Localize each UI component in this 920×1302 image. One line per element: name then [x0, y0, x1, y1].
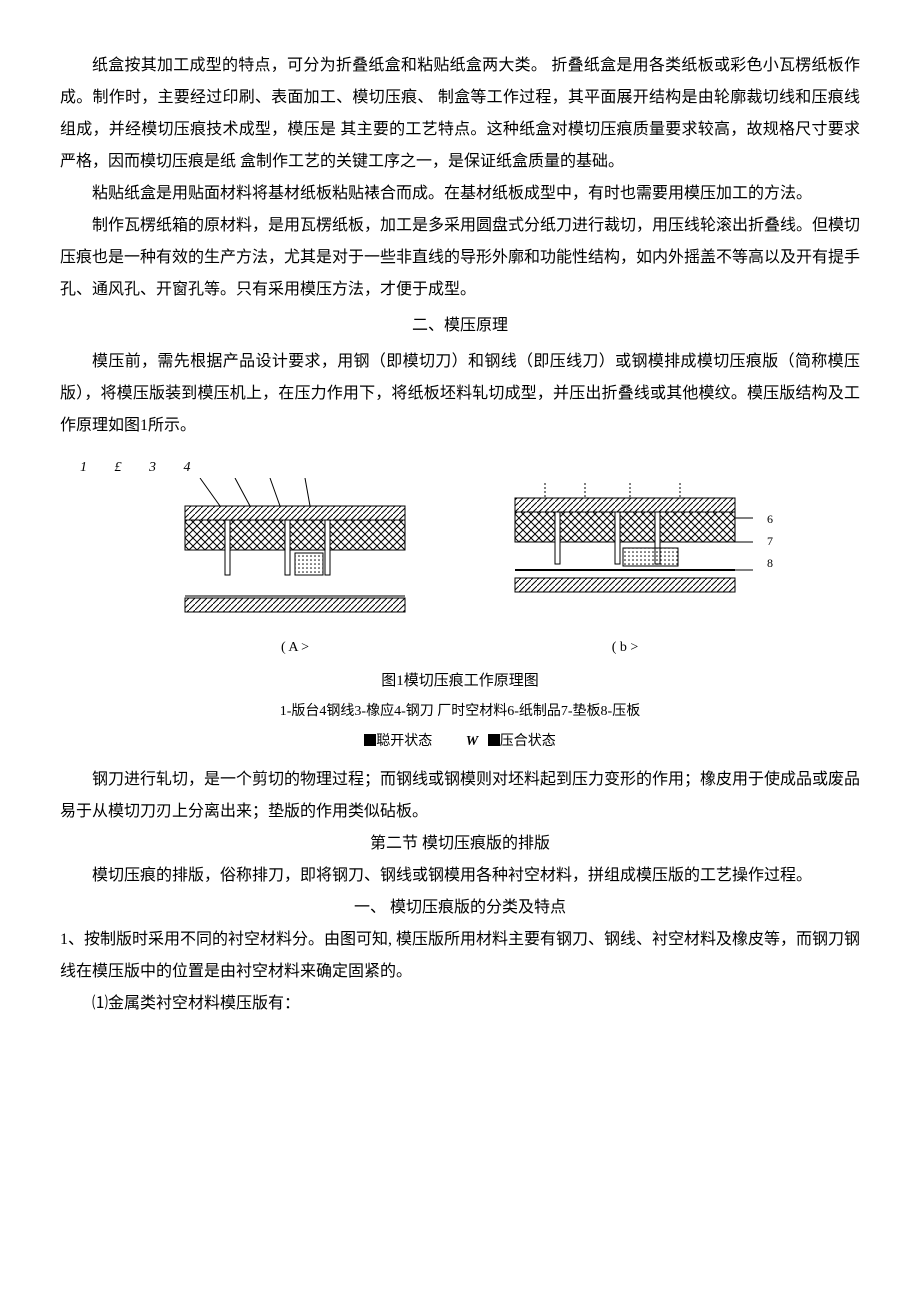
diagram-a-label: ( A > [165, 634, 425, 662]
figure-legend: 1-版台4钢线3-橡应4-钢刀 厂时空材料6-纸制品7-垫板8-压板 [60, 698, 860, 726]
state-open: 聪开状态 [376, 734, 432, 749]
figure-caption: 图1模切压痕工作原理图 [60, 666, 860, 696]
side-label-8: 8 [767, 552, 773, 574]
paragraph-1: 纸盒按其加工成型的特点，可分为折叠纸盒和粘贴纸盒两大类。 折叠纸盒是用各类纸板或… [60, 50, 860, 178]
state-close: 压合状态 [500, 734, 556, 749]
heading-principle: 二、模压原理 [60, 310, 860, 342]
side-label-7: 7 [767, 530, 773, 552]
figure-state-line: 聪开状态 W 压合状态 [60, 728, 860, 756]
paragraph-4: 模压前，需先根据产品设计要求，用钢（即模切刀）和钢线（即压线刀）或钢模排成模切压… [60, 346, 860, 442]
paragraph-3: 制作瓦楞纸箱的原材料，是用瓦楞纸板，加工是多采用圆盘式分纸刀进行裁切，用压线轮滚… [60, 210, 860, 306]
state-w: W [466, 734, 478, 749]
side-label-6: 6 [767, 508, 773, 530]
diagram-a: ( A > [165, 478, 425, 662]
paragraph-6: 模切压痕的排版，俗称排刀，即将钢刀、钢线或钢模用各种衬空材料，拼组成模压版的工艺… [60, 860, 860, 892]
figure-1: 1 £ 3 4 [60, 454, 860, 756]
square-icon [364, 734, 376, 746]
paragraph-8: ⑴金属类衬空材料模压版有： [60, 988, 860, 1020]
diagram-b-side-labels: 6 7 8 [767, 508, 773, 574]
heading-section-2: 第二节 模切压痕版的排版 [60, 828, 860, 860]
paragraph-2: 粘贴纸盒是用贴面材料将基材纸板粘贴裱合而成。在基材纸板成型中，有时也需要用模压加… [60, 178, 860, 210]
paragraph-7: 1、按制版时采用不同的衬空材料分。由图可知, 模压版所用材料主要有钢刀、钢线、衬… [60, 924, 860, 988]
paragraph-5: 钢刀进行轧切，是一个剪切的物理过程；而钢线或钢模则对坯料起到压力变形的作用；橡皮… [60, 764, 860, 828]
diagram-b: 6 7 8 [495, 478, 755, 662]
diagram-b-label: ( b > [495, 634, 755, 662]
square-icon [488, 734, 500, 746]
heading-classification: 一、 模切压痕版的分类及特点 [60, 892, 860, 924]
